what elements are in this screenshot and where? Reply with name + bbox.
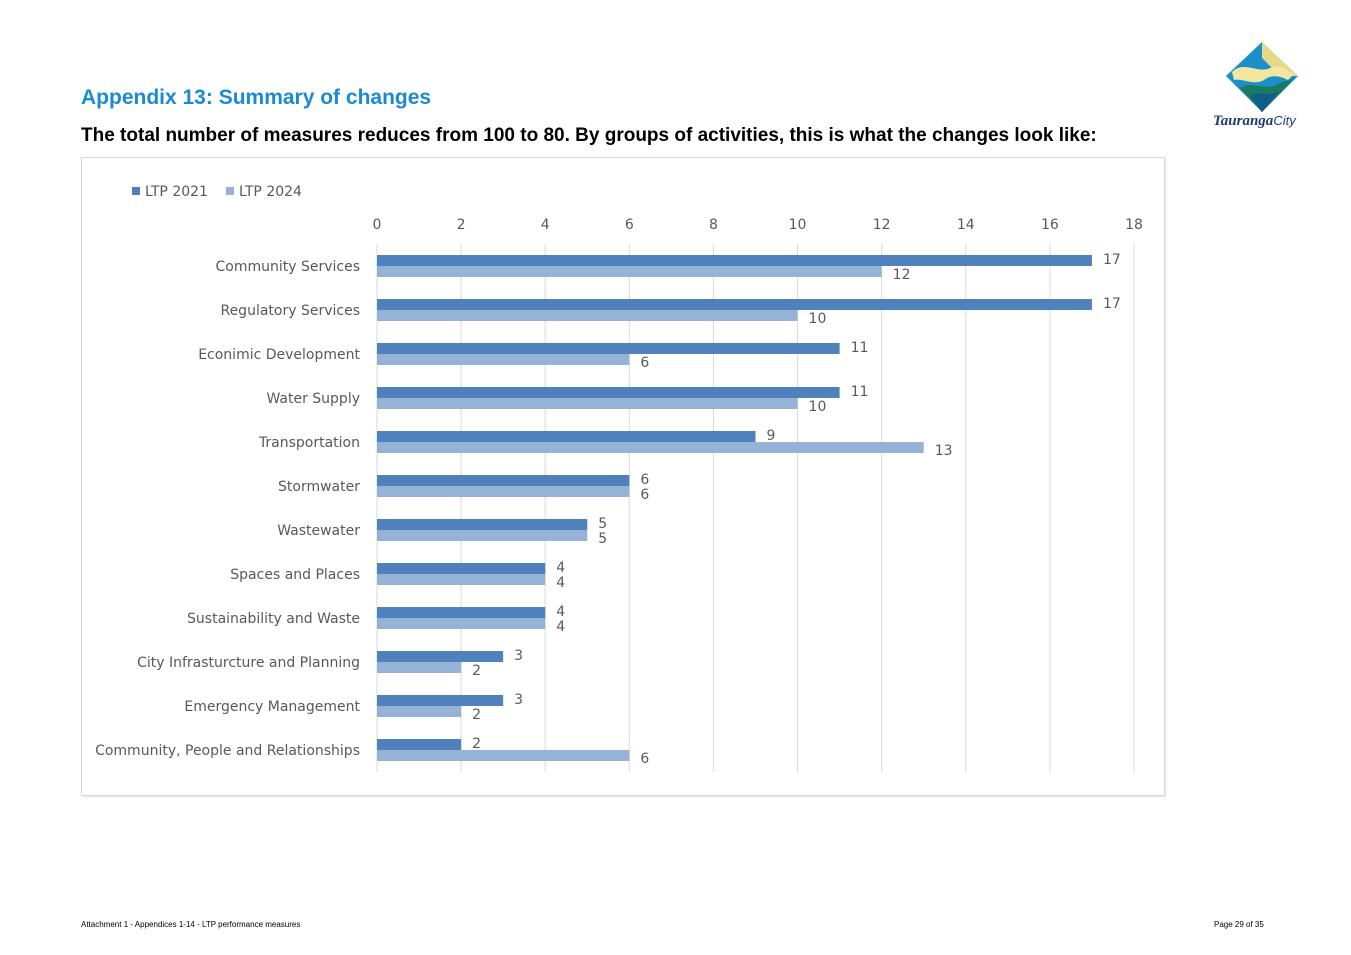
tauranga-city-logo (1226, 42, 1298, 112)
bar-ltp-2021 (377, 431, 756, 442)
legend-label: LTP 2024 (239, 184, 302, 200)
data-label: 2 (472, 663, 481, 679)
bar-ltp-2024 (377, 266, 882, 277)
data-label: 6 (640, 472, 649, 488)
bar-ltp-2021 (377, 475, 630, 486)
data-label: 4 (556, 604, 565, 620)
data-label: 2 (472, 736, 481, 752)
data-label: 17 (1103, 252, 1121, 268)
data-label: 4 (556, 560, 565, 576)
bar-ltp-2021 (377, 255, 1092, 266)
x-tick-label: 10 (789, 217, 807, 233)
category-label: Spaces and Places (230, 567, 360, 583)
data-label: 3 (514, 692, 523, 708)
x-tick-label: 8 (709, 217, 718, 233)
bar-ltp-2021 (377, 607, 546, 618)
x-tick-label: 14 (957, 217, 975, 233)
category-label: City Infrasturcture and Planning (137, 655, 360, 671)
x-tick-label: 4 (541, 217, 550, 233)
x-tick-label: 6 (625, 217, 634, 233)
x-tick-label: 12 (873, 217, 891, 233)
data-label: 5 (598, 531, 607, 547)
data-label: 17 (1103, 296, 1121, 312)
bar-ltp-2024 (377, 398, 798, 409)
x-tick-label: 0 (373, 217, 382, 233)
bar-ltp-2024 (377, 618, 546, 629)
data-label: 12 (893, 267, 911, 283)
footer-page-number: Page 29 of 35 (1214, 920, 1264, 929)
bar-ltp-2021 (377, 739, 462, 750)
category-label: Transportation (258, 435, 360, 451)
bar-ltp-2021 (377, 387, 840, 398)
bar-ltp-2021 (377, 299, 1092, 310)
bar-ltp-2024 (377, 574, 546, 585)
bar-chart: 0 2 4 6 8 10 12 14 16 18 LTP 2021 LTP 2024 Community… (81, 157, 1165, 796)
category-label: Stormwater (278, 479, 360, 495)
category-label: Econimic Development (198, 347, 360, 363)
data-label: 5 (598, 516, 607, 532)
category-label: Sustainability and Waste (187, 611, 360, 627)
data-label: 11 (851, 340, 869, 356)
data-label: 2 (472, 707, 481, 723)
category-label: Wastewater (277, 523, 360, 539)
x-tick-label: 16 (1041, 217, 1059, 233)
bar-ltp-2021 (377, 343, 840, 354)
x-tick-label: 2 (457, 217, 466, 233)
bar-ltp-2024 (377, 706, 462, 717)
data-label: 13 (935, 443, 953, 459)
bar-ltp-2024 (377, 442, 924, 453)
legend-label: LTP 2021 (145, 184, 208, 200)
data-label: 11 (851, 384, 869, 400)
category-label: Community, People and Relationships (95, 743, 360, 759)
category-label: Community Services (215, 259, 360, 275)
bar-ltp-2021 (377, 651, 504, 662)
data-label: 6 (640, 487, 649, 503)
data-label: 4 (556, 619, 565, 635)
bar-ltp-2021 (377, 695, 504, 706)
page-title: Appendix 13: Summary of changes (81, 86, 432, 109)
bar-ltp-2021 (377, 563, 546, 574)
footer-document-label: Attachment 1 - Appendices 1-14 - LTP per… (81, 920, 301, 929)
data-label: 3 (514, 648, 523, 664)
bar-ltp-2024 (377, 354, 630, 365)
category-label: Regulatory Services (220, 303, 360, 319)
data-label: 9 (767, 428, 776, 444)
bar-ltp-2024 (377, 310, 798, 321)
logo-wordmark: TaurangaCity (1213, 113, 1296, 129)
data-label: 10 (809, 311, 827, 327)
x-tick-label: 18 (1125, 217, 1143, 233)
category-label: Emergency Management (184, 699, 360, 715)
data-label: 4 (556, 575, 565, 591)
legend-swatch (226, 187, 234, 195)
bar-ltp-2024 (377, 530, 588, 541)
data-label: 6 (640, 751, 649, 767)
legend-swatch (132, 187, 140, 195)
bar-ltp-2024 (377, 662, 462, 673)
bar-ltp-2021 (377, 519, 588, 530)
data-label: 10 (809, 399, 827, 415)
data-label: 6 (640, 355, 649, 371)
category-label: Water Supply (266, 391, 360, 407)
bar-ltp-2024 (377, 750, 630, 761)
bar-chart-svg: 0 2 4 6 8 10 12 14 16 18 LTP 2021 LTP 2024 Community… (95, 184, 1143, 772)
bar-ltp-2024 (377, 486, 630, 497)
page-subtitle: The total number of measures reduces fro… (81, 125, 1097, 146)
